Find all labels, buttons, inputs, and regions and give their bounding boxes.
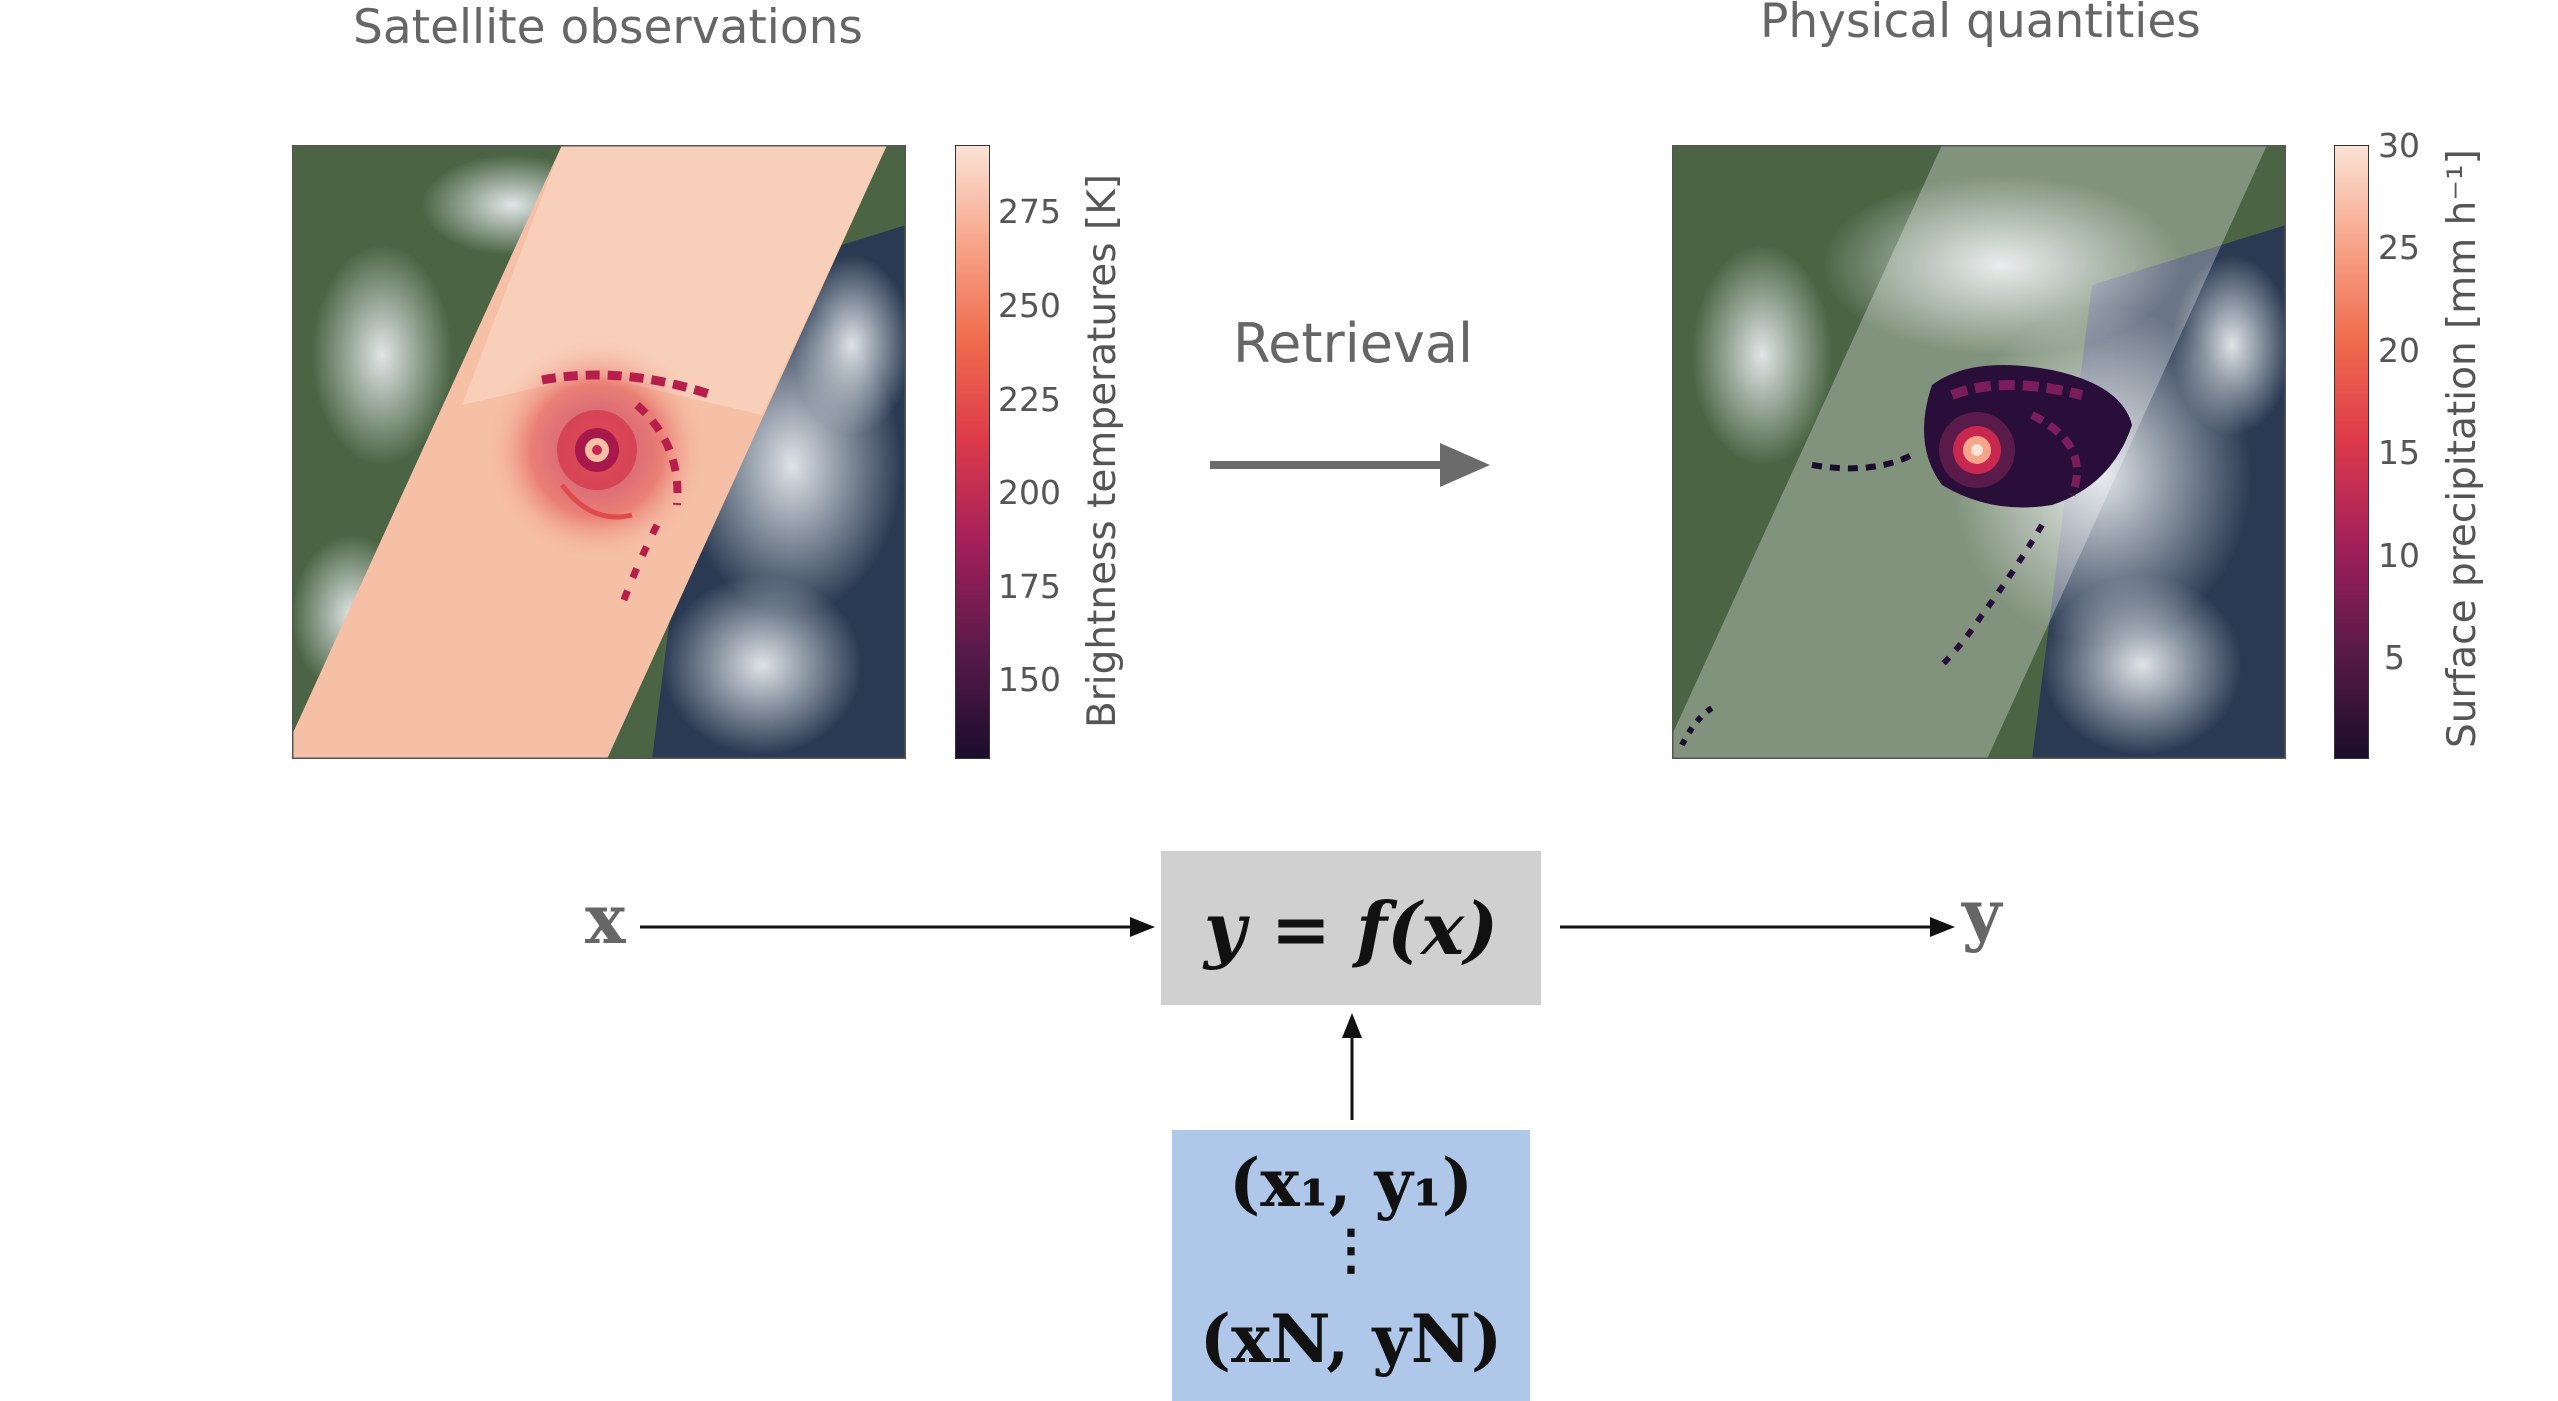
colorbar-right-tick: 10	[2378, 536, 2420, 575]
colorbar-right-tick: 5	[2384, 638, 2405, 677]
surface-precipitation-colorbar	[2334, 145, 2369, 759]
colorbar-right-tick: 30	[2378, 126, 2420, 165]
training-data-box: (x₁, y₁) ⋮ (xN, yN)	[1172, 1130, 1530, 1401]
training-pair-dots: ⋮	[1324, 1217, 1378, 1281]
colorbar-right-tick: 20	[2378, 331, 2420, 370]
colorbar-left-tick: 150	[998, 660, 1061, 699]
colorbar-right-tick: 15	[2378, 433, 2420, 472]
retrieval-arrow	[1210, 443, 1490, 487]
satellite-observation-map	[292, 145, 906, 759]
training-pair-last: (xN, yN)	[1199, 1300, 1503, 1378]
training-pair-first: (x₁, y₁)	[1229, 1144, 1473, 1222]
function-equation: y = f(x)	[1203, 885, 1499, 971]
brightness-temperature-colorbar	[955, 145, 990, 759]
colorbar-left-label: Brightness temperatures [K]	[1080, 174, 1125, 728]
input-symbol: x	[585, 880, 626, 960]
output-arrow	[1560, 917, 1955, 937]
left-panel-title: Satellite observations	[353, 0, 863, 55]
colorbar-left-tick: 175	[998, 567, 1061, 606]
output-symbol: y	[1962, 875, 2002, 955]
colorbar-right-tick: 25	[2378, 228, 2420, 267]
function-box: y = f(x)	[1161, 851, 1541, 1005]
colorbar-left-tick: 200	[998, 473, 1061, 512]
surface-precipitation-map	[1672, 145, 2286, 759]
colorbar-left-tick: 225	[998, 380, 1061, 419]
colorbar-right-label: Surface precipitation [mm h⁻¹]	[2440, 149, 2485, 748]
retrieval-label: Retrieval	[1233, 312, 1473, 375]
right-panel-title: Physical quantities	[1760, 0, 2201, 49]
colorbar-left-tick: 250	[998, 286, 1061, 325]
input-arrow	[640, 917, 1155, 937]
training-arrow	[1342, 1013, 1362, 1120]
colorbar-left-tick: 275	[998, 192, 1061, 231]
